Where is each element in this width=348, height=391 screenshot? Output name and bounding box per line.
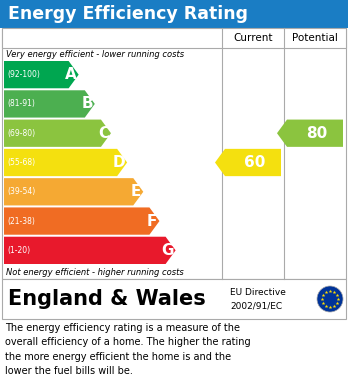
Polygon shape — [4, 90, 95, 118]
Text: The energy efficiency rating is a measure of the
overall efficiency of a home. T: The energy efficiency rating is a measur… — [5, 323, 251, 376]
Text: Very energy efficient - lower running costs: Very energy efficient - lower running co… — [6, 50, 184, 59]
Text: 2002/91/EC: 2002/91/EC — [230, 301, 282, 310]
Text: (81-91): (81-91) — [7, 99, 35, 108]
Text: (92-100): (92-100) — [7, 70, 40, 79]
Text: (55-68): (55-68) — [7, 158, 35, 167]
Bar — [0, 0, 348, 28]
Text: A: A — [65, 67, 77, 82]
Text: (39-54): (39-54) — [7, 187, 35, 196]
Text: (21-38): (21-38) — [7, 217, 35, 226]
Text: England & Wales: England & Wales — [8, 289, 206, 309]
Circle shape — [317, 286, 343, 312]
Polygon shape — [277, 120, 343, 147]
Bar — [2, 28, 346, 279]
Text: EU Directive: EU Directive — [230, 288, 286, 297]
Text: B: B — [81, 97, 93, 111]
Polygon shape — [4, 61, 79, 88]
Polygon shape — [4, 120, 111, 147]
Text: (69-80): (69-80) — [7, 129, 35, 138]
Polygon shape — [4, 149, 127, 176]
Polygon shape — [4, 178, 143, 205]
Polygon shape — [4, 208, 159, 235]
Text: C: C — [98, 126, 109, 141]
Text: (1-20): (1-20) — [7, 246, 30, 255]
Text: F: F — [147, 213, 157, 229]
Text: Energy Efficiency Rating: Energy Efficiency Rating — [8, 5, 248, 23]
Bar — [2, 28, 346, 48]
Text: Not energy efficient - higher running costs: Not energy efficient - higher running co… — [6, 268, 184, 277]
Text: D: D — [112, 155, 125, 170]
Text: E: E — [131, 184, 141, 199]
Text: 60: 60 — [244, 155, 266, 170]
Polygon shape — [4, 237, 176, 264]
Text: 80: 80 — [306, 126, 327, 141]
Text: G: G — [161, 243, 174, 258]
Polygon shape — [215, 149, 281, 176]
Text: Current: Current — [233, 33, 273, 43]
Bar — [2, 279, 346, 319]
Text: Potential: Potential — [292, 33, 338, 43]
